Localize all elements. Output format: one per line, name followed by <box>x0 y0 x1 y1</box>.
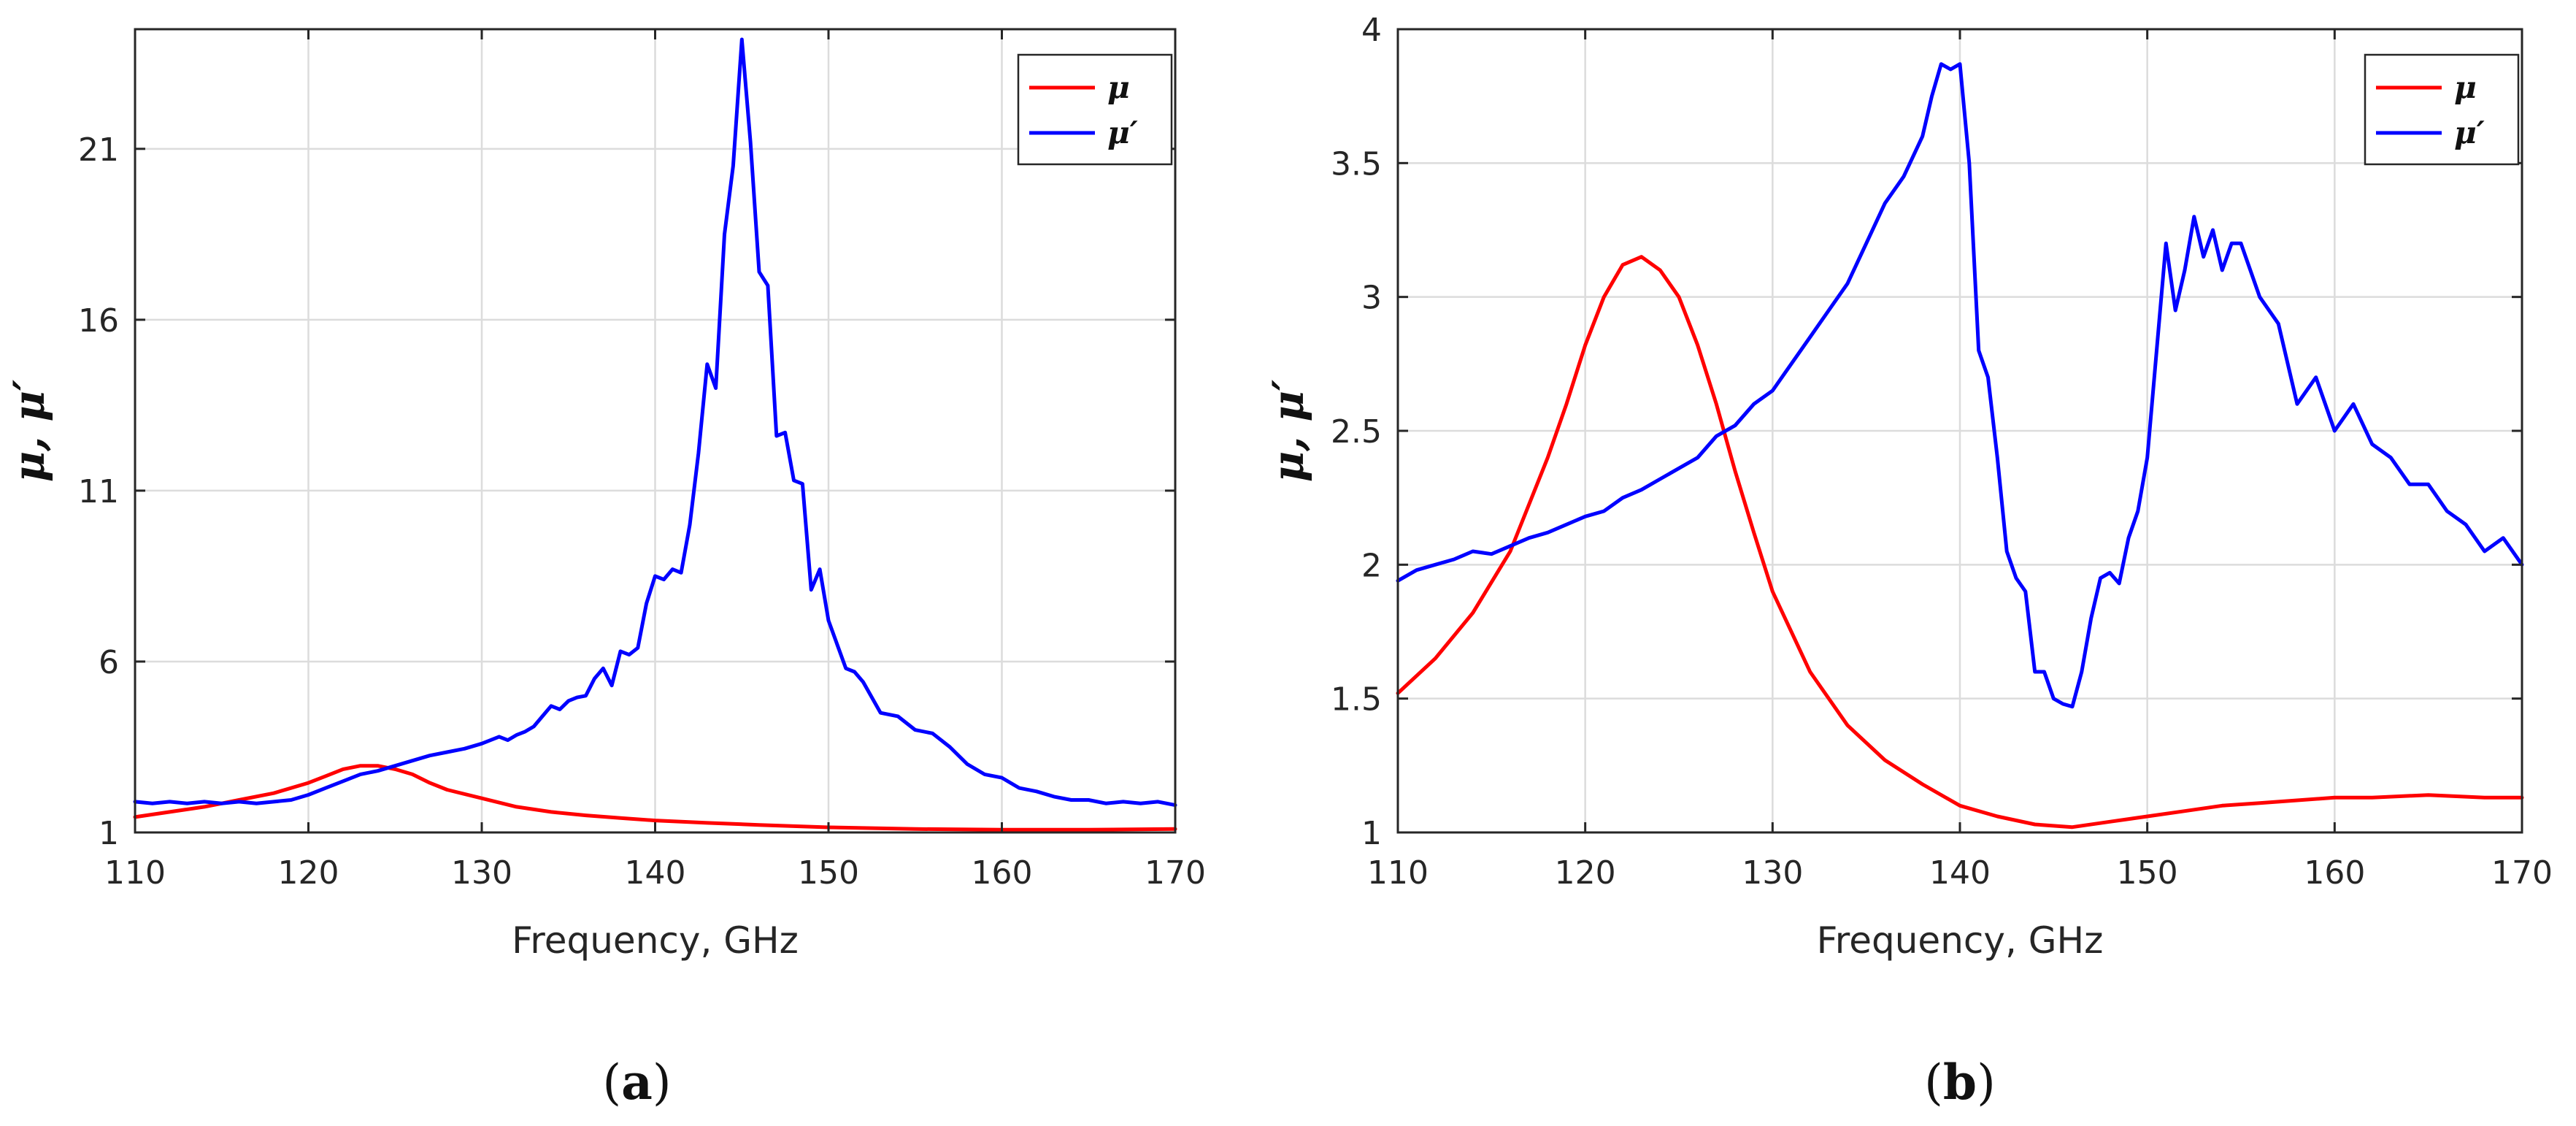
x-tick-labels: 110 120 130 140 150 160 170 <box>1367 854 2553 892</box>
x-tick-label: 110 <box>104 854 166 892</box>
chart-panel-b: 110 120 130 140 150 160 170 1 1.5 2 2.5 3 3.5 4 Freq… <box>1264 12 2553 1111</box>
y-tick-label: 6 <box>99 644 119 681</box>
x-tick-label: 170 <box>2491 854 2553 892</box>
y-tick-label: 11 <box>78 473 119 510</box>
y-tick-label: 1 <box>1361 815 1382 852</box>
legend-label-mu-prime: μ′ <box>1107 115 1138 150</box>
x-tick-label: 140 <box>625 854 686 892</box>
x-axis-label: Frequency, GHz <box>1817 919 2104 962</box>
series-layer <box>1396 62 2524 830</box>
y-tick-labels: 1 1.5 2 2.5 3 3.5 4 <box>1331 12 1382 852</box>
legend-box <box>2364 53 2520 166</box>
legend: μ μ′ <box>2364 53 2520 166</box>
panel-caption-a: (a) <box>602 1054 671 1111</box>
y-tick-label: 1 <box>99 815 119 852</box>
x-tick-label: 160 <box>972 854 1033 892</box>
y-tick-label: 3 <box>1361 280 1382 317</box>
panel-caption-b: (b) <box>1924 1054 1996 1111</box>
x-tick-label: 170 <box>1145 854 1206 892</box>
x-tick-label: 120 <box>1555 854 1616 892</box>
series-line-mu <box>1396 255 2524 830</box>
series-line-mu-prime <box>1396 62 2524 709</box>
y-tick-label: 2 <box>1361 547 1382 584</box>
y-axis-label: μ, μ′ <box>1264 380 1313 483</box>
y-tick-label: 4 <box>1361 12 1382 49</box>
legend-box <box>1017 53 1173 166</box>
x-tick-label: 160 <box>2304 854 2365 892</box>
x-tick-label: 150 <box>2117 854 2178 892</box>
x-tick-label: 140 <box>1929 854 1991 892</box>
grid-lines <box>134 29 1177 834</box>
tick-marks <box>1396 28 2523 834</box>
panel-letter-a: a <box>621 1054 653 1111</box>
y-tick-label: 3.5 <box>1331 145 1382 183</box>
legend-label-mu: μ <box>2454 69 2477 105</box>
series-line-mu <box>133 764 1177 832</box>
y-tick-label: 21 <box>78 131 119 169</box>
series-layer <box>133 37 1177 832</box>
legend: μ μ′ <box>1017 53 1173 166</box>
y-tick-label: 1.5 <box>1331 681 1382 719</box>
x-tick-labels: 110 120 130 140 150 160 170 <box>104 854 1206 892</box>
x-tick-label: 130 <box>451 854 512 892</box>
y-tick-label: 16 <box>78 302 119 340</box>
x-tick-label: 150 <box>798 854 859 892</box>
y-tick-label: 2.5 <box>1331 413 1382 451</box>
legend-label-mu: μ <box>1107 69 1130 105</box>
x-axis-label: Frequency, GHz <box>512 919 799 962</box>
y-axis-label: μ, μ′ <box>4 380 54 483</box>
x-tick-label: 130 <box>1742 854 1803 892</box>
x-tick-label: 120 <box>278 854 339 892</box>
x-tick-label: 110 <box>1367 854 1429 892</box>
legend-label-mu-prime: μ′ <box>2454 115 2485 150</box>
series-line-mu-prime <box>133 37 1177 808</box>
panel-letter-b: b <box>1943 1054 1977 1111</box>
